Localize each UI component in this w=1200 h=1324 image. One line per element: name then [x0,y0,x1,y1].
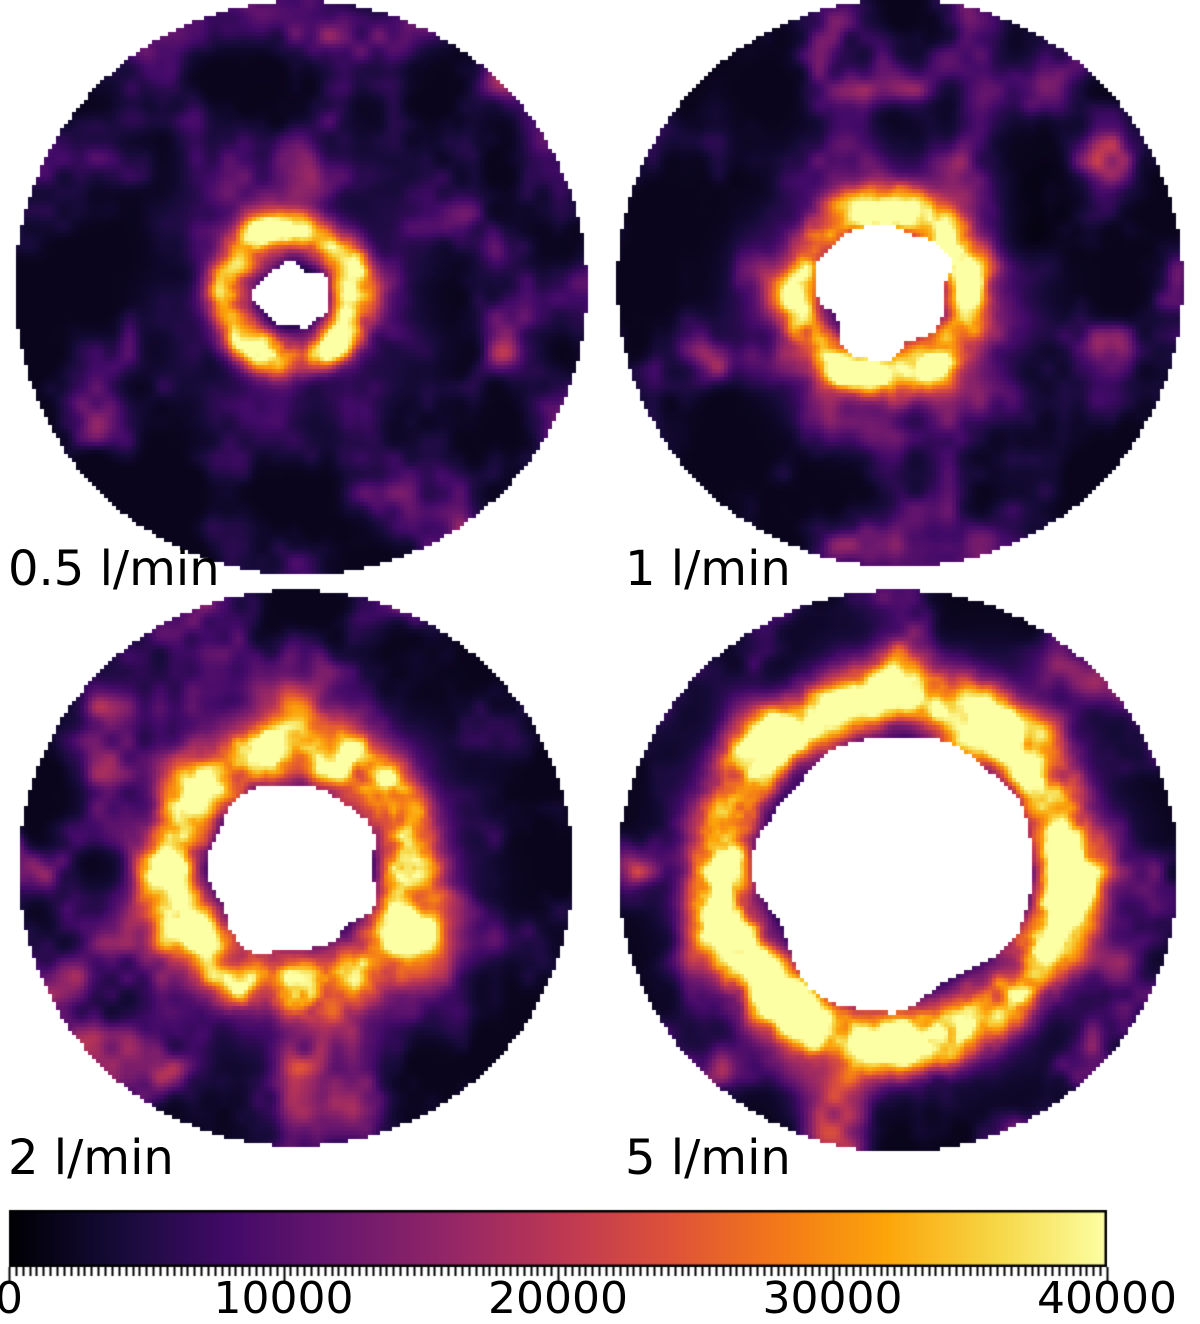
heatmap-panel-1-lmin [600,0,1200,582]
colorbar-tick-label: 10000 [213,1273,354,1324]
heatmap-panel-0-5-lmin [0,0,600,582]
heatmap-panel-2-lmin [0,585,600,1155]
panel-label-0-5-lmin: 0.5 l/min [8,541,220,597]
colorbar-tick-label: 0 [0,1273,23,1324]
panel-label-1-lmin: 1 l/min [625,541,791,597]
panel-label-5-lmin: 5 l/min [625,1130,791,1186]
colorbar-tick-label: 20000 [488,1273,628,1324]
colorbar-tick-label: 40000 [1037,1273,1177,1324]
colorbar [0,1203,1200,1320]
heatmap-panel-5-lmin [600,585,1200,1155]
colorbar-tick-label: 30000 [762,1273,903,1324]
panel-label-2-lmin: 2 l/min [8,1130,174,1186]
